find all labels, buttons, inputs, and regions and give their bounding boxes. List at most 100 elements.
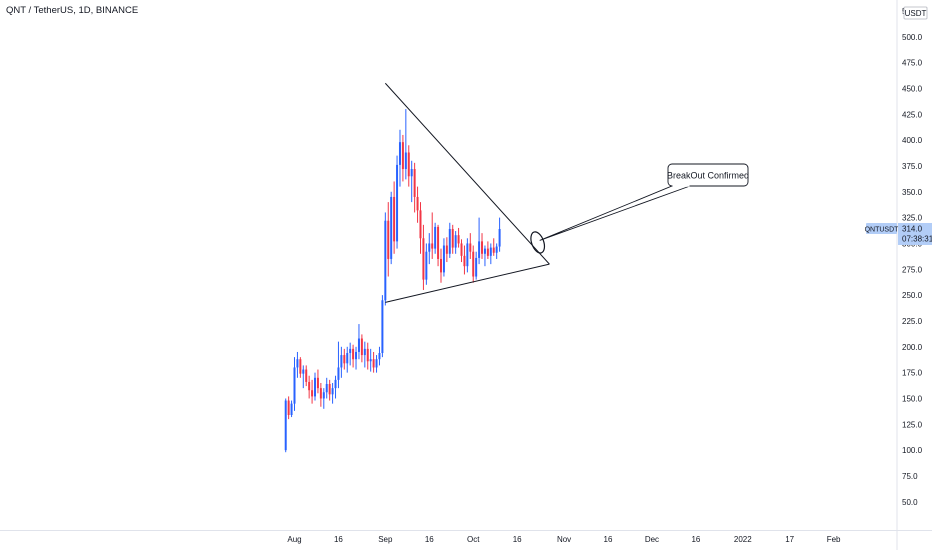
x-tick-label: Dec [645,535,659,544]
y-tick-label: 375.0 [902,162,923,171]
candle [498,217,501,252]
candle-body [410,169,413,177]
chart-symbol-title: QNT / TetherUS, 1D, BINANCE [6,5,138,16]
candle [481,233,484,259]
candle [343,348,346,370]
candle-body [355,351,358,360]
candle [375,355,378,373]
y-tick-label: 125.0 [902,420,923,429]
x-tick-label: 16 [604,535,613,544]
candle-body [393,196,396,242]
breakout-callout[interactable]: BreakOut Confirmed [539,163,749,241]
candle [442,238,445,277]
last-price-badge[interactable] [898,222,932,245]
symbol-badge[interactable] [866,222,897,234]
candle [290,400,293,418]
x-tick-label: 2022 [734,535,752,544]
candle [466,238,469,273]
candle-body [472,251,475,277]
candle-body [431,243,434,249]
candle [451,224,454,254]
time-axis[interactable]: Aug 16 Sep 16 Oct 16 Nov 16 Dec 16 2022 17 Feb [287,535,841,544]
candle-body [387,220,390,259]
candle-body [352,348,355,360]
candle [337,341,340,389]
candle-body [305,369,308,382]
candle-body [311,390,314,397]
candle-body [366,348,369,362]
candle-body [363,348,366,356]
candle-body [349,348,352,354]
candle [463,245,466,275]
candle-body [316,377,319,389]
candle-body [346,353,349,364]
candle [381,295,384,358]
candle [308,375,311,399]
candle-body [434,226,437,249]
candle-body [401,142,404,170]
breakout-ellipse[interactable] [528,230,547,255]
candle-body [284,400,287,451]
candle-body [495,246,498,253]
candle-body [475,257,478,277]
x-tick-label: Feb [827,535,841,544]
candle-body [290,403,293,416]
currency-badge[interactable]: USDT [903,6,928,20]
candle-body [448,228,451,254]
candle [401,134,404,182]
candle [322,388,325,409]
candle-body [322,392,325,399]
bar-countdown: 07:38:31 [902,234,932,243]
candle-body [437,226,440,259]
y-tick-label: 325.0 [902,214,923,223]
candle [448,222,451,258]
candle-body [384,220,387,301]
triangle-upper-trendline[interactable] [384,82,550,265]
y-tick-label: 150.0 [902,394,923,403]
candle-body [451,228,454,248]
candle [407,145,410,187]
candle [319,382,322,407]
candle-body [331,388,334,395]
candle [475,251,478,280]
candle [325,377,328,399]
callout-box[interactable] [667,163,749,187]
candle-body [486,248,489,256]
candle-body [287,400,290,416]
candle [478,217,481,265]
candle-body [460,243,463,256]
candle [287,396,290,420]
candle [305,365,308,387]
callout-label: BreakOut Confirmed [667,171,749,181]
candle [428,233,431,265]
y-tick-label: 500.0 [902,33,923,42]
candle-body [422,238,425,280]
currency-label: USDT [905,9,927,18]
candle [340,346,343,378]
candle-body [369,359,372,362]
candle-body [308,381,311,391]
candle-body [375,359,378,368]
x-tick-label: Sep [378,535,393,544]
candle-body [483,248,486,254]
candle-body [325,384,328,393]
candle [299,357,302,378]
candle-body [396,164,399,242]
candle-body [296,359,299,368]
candle [363,341,366,368]
candles [284,109,501,453]
candle [349,342,352,366]
y-tick-label: 175.0 [902,369,923,378]
triangle-lower-trendline[interactable] [385,263,550,303]
x-tick-label: 16 [691,535,700,544]
candle-body [372,359,375,368]
candle [425,243,428,285]
candle [384,212,387,306]
price-badges: QNTUSDT 314.007:38:31 [865,222,932,245]
candle-body [492,247,495,253]
candle [445,237,448,263]
candle [369,348,372,372]
candle-body [466,243,469,267]
candle-body [381,300,384,354]
